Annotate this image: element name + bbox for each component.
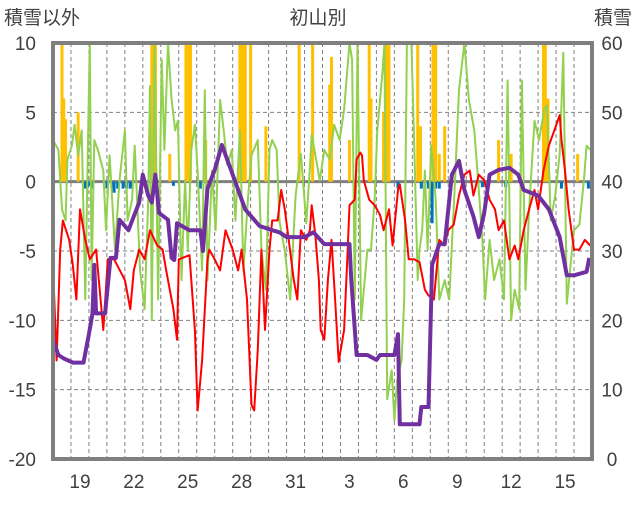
precip-bar [264, 126, 268, 182]
left-axis-label: 積雪以外 [4, 7, 80, 29]
left-tick-label: -10 [9, 311, 36, 332]
blue-bar [480, 181, 484, 188]
precip-bar [64, 119, 68, 182]
x-tick-label: 15 [554, 472, 575, 493]
precip-bar [369, 98, 373, 182]
blue-bar [586, 181, 590, 189]
precip-bar [186, 43, 190, 182]
precip-bar [297, 43, 301, 182]
precip-bar [311, 43, 315, 182]
chart-title: 初山別 [289, 7, 346, 29]
precip-bar [576, 153, 580, 182]
precip-bar [443, 126, 447, 182]
right-tick-label: 60 [601, 34, 622, 55]
x-tick-label: 19 [69, 472, 90, 493]
blue-bar [112, 181, 116, 193]
x-tick-label: 3 [344, 472, 355, 493]
blue-bar [559, 181, 563, 189]
precip-bar [329, 56, 333, 182]
x-tick-label: 28 [231, 472, 252, 493]
right-tick-label: 40 [601, 173, 622, 194]
precip-bar [241, 43, 245, 182]
right-tick-label: 0 [607, 450, 618, 471]
precip-bar [328, 84, 332, 182]
right-tick-label: 10 [601, 381, 622, 402]
left-tick-label: 5 [25, 103, 36, 124]
x-tick-label: 25 [177, 472, 198, 493]
precip-bar [168, 153, 172, 182]
x-tick-label: 12 [501, 472, 522, 493]
precip-bar [437, 153, 441, 182]
right-tick-label: 50 [601, 103, 622, 124]
precip-bar [238, 43, 242, 182]
precip-bar [243, 43, 247, 182]
blue-bar [396, 181, 400, 189]
plot-frame [51, 41, 594, 461]
right-axis-label: 積雪 [594, 7, 632, 29]
precip-bar [387, 43, 391, 182]
blue-bar [87, 181, 91, 186]
left-tick-label: -5 [19, 242, 36, 263]
x-tick-label: 6 [398, 472, 409, 493]
precip-bar [385, 43, 389, 182]
precip-bar [367, 43, 371, 182]
blue-bar [83, 181, 87, 189]
blue-bar [128, 181, 132, 189]
blue-bar [434, 181, 438, 189]
precip-bar [434, 43, 438, 182]
left-tick-label: 10 [15, 34, 36, 55]
precip-bar [382, 112, 386, 182]
blue-bar [430, 181, 434, 224]
left-tick-label: 0 [25, 173, 36, 194]
precip-bar [347, 140, 351, 182]
left-tick-label: -20 [9, 450, 36, 471]
blue-bar [121, 181, 125, 189]
temperature-line [52, 114, 591, 412]
precip-bar [418, 126, 422, 182]
blue-bar [105, 181, 109, 189]
precip-bar [497, 140, 501, 182]
precip-bar [240, 43, 244, 182]
precip-bar [416, 43, 420, 182]
gridlines [53, 43, 592, 459]
blue-bar [171, 181, 175, 186]
snow-depth-line [51, 142, 592, 427]
blue-bar [437, 181, 441, 189]
precip-bar [431, 43, 435, 182]
precip-bar [60, 43, 64, 182]
green-series-line [52, 42, 591, 422]
x-tick-label: 22 [123, 472, 144, 493]
blue-bar [198, 181, 202, 189]
precip-bar [62, 98, 66, 182]
x-tick-label: 31 [285, 472, 306, 493]
precip-bar [249, 43, 253, 182]
precip-bar [150, 43, 154, 182]
blue-bar [427, 181, 431, 189]
blue-bar [419, 181, 423, 189]
precip-bar [543, 43, 547, 182]
x-tick-label: 9 [452, 472, 463, 493]
blue-bar [116, 181, 120, 189]
right-tick-label: 30 [601, 242, 622, 263]
left-tick-label: -15 [9, 381, 36, 402]
right-tick-label: 20 [601, 311, 622, 332]
precip-bar [184, 43, 188, 182]
precip-bar [188, 43, 192, 182]
series-lines [51, 42, 592, 427]
